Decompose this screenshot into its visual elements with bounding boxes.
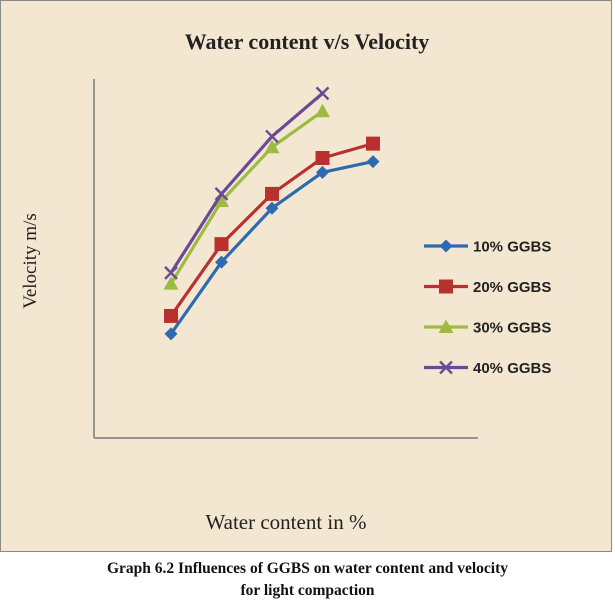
series-30pct-ggbs	[163, 103, 330, 290]
legend-marker	[439, 279, 453, 294]
legend-label: 30% GGBS	[473, 320, 551, 337]
figure-caption: Graph 6.2 Influences of GGBS on water co…	[0, 558, 615, 602]
series-40pct-ggbs	[164, 86, 330, 280]
series-10pct-ggbs	[164, 155, 380, 341]
legend-label: 10% GGBS	[473, 239, 551, 256]
legend-item-20pct-ggbs: 20% GGBS	[424, 279, 551, 296]
legend-item-40pct-ggbs: 40% GGBS	[424, 360, 551, 377]
series-20pct-ggbs	[164, 136, 380, 323]
chart-svg: Water content v/s Velocity Velocity m/s …	[20, 29, 551, 534]
data-point-10pct-ggbs-4	[316, 165, 329, 179]
x-axis-label: Water content in %	[206, 510, 367, 534]
data-point-20pct-ggbs-5	[366, 136, 380, 151]
legend-marker	[438, 319, 454, 333]
data-point-40pct-ggbs-4	[315, 86, 330, 101]
data-point-40pct-ggbs-3	[265, 129, 279, 144]
data-point-30pct-ggbs-4	[315, 103, 330, 118]
data-point-40pct-ggbs-1	[164, 266, 178, 280]
legend-label: 20% GGBS	[473, 279, 551, 296]
data-point-30pct-ggbs-1	[163, 276, 179, 290]
y-axis-label: Velocity m/s	[20, 213, 41, 309]
chart-title: Water content v/s Velocity	[185, 29, 430, 54]
data-point-20pct-ggbs-2	[214, 237, 229, 252]
data-point-10pct-ggbs-2	[215, 255, 228, 269]
data-point-30pct-ggbs-3	[264, 139, 280, 154]
data-point-20pct-ggbs-4	[315, 150, 330, 165]
data-point-10pct-ggbs-1	[164, 327, 178, 341]
caption-line-2: for light compaction	[240, 582, 375, 599]
legend-label: 40% GGBS	[473, 360, 551, 377]
data-point-20pct-ggbs-1	[164, 308, 178, 323]
legend-marker	[439, 360, 453, 375]
series-layer	[163, 86, 380, 341]
data-point-40pct-ggbs-2	[214, 187, 229, 201]
legend-item-30pct-ggbs: 30% GGBS	[424, 319, 551, 337]
series-line-40pct-ggbs	[169, 92, 324, 274]
caption-line-1: Graph 6.2 Influences of GGBS on water co…	[107, 560, 508, 577]
chart-area: Water content v/s Velocity Velocity m/s …	[0, 0, 612, 552]
data-point-30pct-ggbs-2	[214, 193, 229, 208]
legend-marker	[439, 239, 453, 253]
series-line-30pct-ggbs	[169, 110, 324, 285]
data-point-10pct-ggbs-3	[265, 201, 279, 215]
data-point-20pct-ggbs-3	[265, 186, 279, 201]
legend: 10% GGBS 20% GGBS 30% GGBS 40% GGBS	[424, 239, 551, 377]
legend-item-10pct-ggbs: 10% GGBS	[424, 239, 551, 256]
data-point-10pct-ggbs-5	[366, 155, 380, 169]
